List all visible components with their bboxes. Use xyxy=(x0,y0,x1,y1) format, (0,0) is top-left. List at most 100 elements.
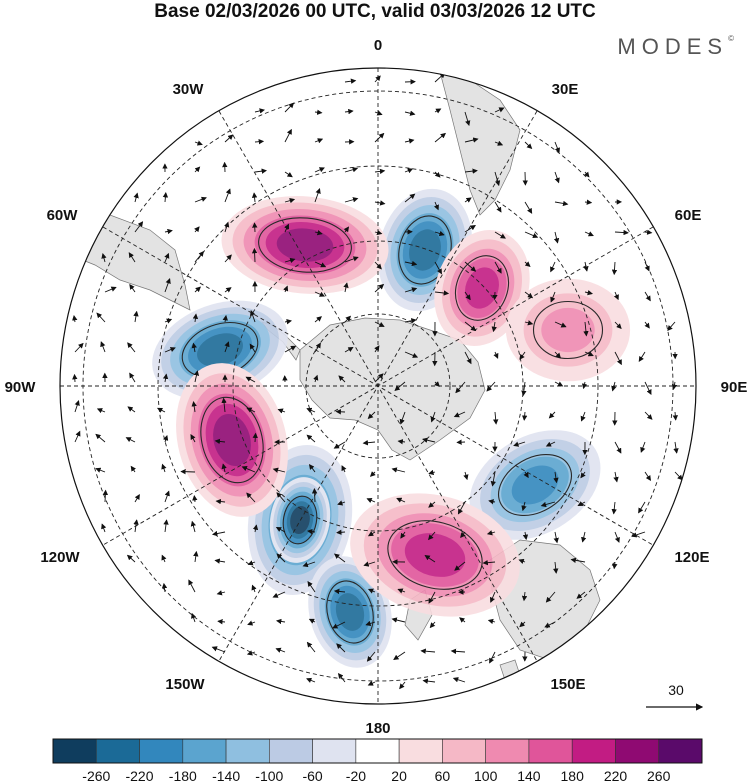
wind-vector xyxy=(366,651,376,662)
wind-vector xyxy=(284,345,297,353)
wind-vector xyxy=(521,501,527,512)
colorbar-tick-label: -260 xyxy=(82,768,110,783)
colorbar-tick-label: 60 xyxy=(435,768,451,783)
wind-vector xyxy=(494,140,504,146)
lon-label-90w: 90W xyxy=(5,379,37,396)
wind-vector xyxy=(161,554,167,563)
wind-vector xyxy=(161,582,168,593)
anomaly-low-weddell-east-level-5 xyxy=(409,229,441,271)
wind-vector xyxy=(391,467,406,473)
wind-vector xyxy=(313,374,319,383)
wind-vector xyxy=(614,351,622,366)
anomaly-high-indian-ocean-contour xyxy=(454,255,510,321)
wind-vector xyxy=(163,434,169,443)
wind-vector xyxy=(130,465,136,473)
wind-vector xyxy=(333,588,346,595)
lon-label-30e: 30E xyxy=(552,81,579,98)
anomaly-high-south-atlantic-level-5 xyxy=(276,228,334,262)
wind-vector xyxy=(308,618,316,624)
anomaly-high-tasman-sea-contour xyxy=(387,520,483,590)
wind-vector xyxy=(344,167,359,173)
wind-vector xyxy=(343,282,349,293)
wind-vector xyxy=(251,192,258,203)
wind-vector xyxy=(314,342,321,353)
wind-vector xyxy=(74,430,81,443)
wind-vector xyxy=(644,291,651,302)
wind-vector xyxy=(455,381,466,394)
wind-vector xyxy=(489,591,496,603)
wind-vector xyxy=(366,497,376,503)
wind-vector xyxy=(188,579,196,593)
wind-vector xyxy=(217,619,226,625)
wind-vector xyxy=(613,471,619,483)
wind-vector xyxy=(284,257,296,264)
wind-vector xyxy=(362,440,376,446)
wind-vector xyxy=(583,171,590,178)
wind-vector xyxy=(638,351,646,362)
colorbar-swatch xyxy=(571,738,616,764)
wind-vector xyxy=(581,381,588,390)
anomaly-low-southeast-pacific-level-5 xyxy=(197,333,243,367)
wind-vector xyxy=(72,315,78,323)
wind-vector xyxy=(550,261,556,273)
wind-vector xyxy=(611,501,617,515)
wind-vector xyxy=(194,251,204,263)
wind-vector xyxy=(190,520,196,533)
wind-vector xyxy=(246,492,256,503)
wind-vector xyxy=(333,441,346,449)
wind-vector xyxy=(544,621,556,628)
wind-vector xyxy=(374,373,384,383)
wind-vector xyxy=(400,531,406,539)
wind-vector xyxy=(246,407,256,413)
wind-vector xyxy=(640,441,646,453)
wind-vector xyxy=(365,620,376,627)
wind-vector xyxy=(191,612,197,623)
wind-vector xyxy=(644,411,653,420)
wind-vector xyxy=(583,261,589,272)
wind-vector xyxy=(276,492,286,503)
wind-vector xyxy=(336,529,346,535)
wind-vector xyxy=(524,231,539,239)
wind-vector xyxy=(491,321,497,333)
colorbar-tick-label: 180 xyxy=(561,768,585,783)
wind-vector xyxy=(429,621,436,629)
wind-vector xyxy=(164,490,170,503)
wind-vector xyxy=(584,290,593,296)
wind-vector xyxy=(194,166,201,173)
wind-vector xyxy=(343,226,350,233)
wind-vector xyxy=(494,261,502,274)
colorbar-swatch xyxy=(658,738,703,764)
wind-vector xyxy=(247,620,256,626)
wind-vector xyxy=(434,132,446,143)
wind-vector xyxy=(494,201,502,213)
anomaly-high-southern-indian-contour xyxy=(532,300,604,360)
wind-vector xyxy=(524,141,533,150)
wind-vector xyxy=(434,261,442,275)
wind-vector xyxy=(488,499,496,505)
wind-vector xyxy=(521,591,528,602)
wind-vector xyxy=(162,192,169,203)
wind-vector xyxy=(580,411,586,422)
colorbar-tick-label: -140 xyxy=(212,768,240,783)
colorbar-swatch xyxy=(442,738,486,764)
wind-vector xyxy=(404,138,415,144)
wind-vector xyxy=(489,651,496,664)
wind-vector xyxy=(284,102,295,113)
wind-vector xyxy=(428,469,436,476)
wind-vector xyxy=(614,441,622,454)
colorbar-frame xyxy=(52,738,703,764)
wind-vector xyxy=(548,411,556,419)
wind-vector xyxy=(554,141,560,154)
wind-vector xyxy=(156,407,166,413)
wind-vector xyxy=(464,168,478,174)
wind-vector xyxy=(369,471,376,477)
wind-vector xyxy=(644,321,650,329)
wind-vector xyxy=(671,381,678,390)
wind-vector xyxy=(374,132,385,143)
wind-vector xyxy=(314,109,323,115)
lon-label-150e: 150E xyxy=(550,676,585,693)
wind-vector xyxy=(129,372,136,383)
wind-vector xyxy=(374,168,386,175)
wind-vector xyxy=(224,221,230,233)
wind-vector xyxy=(245,376,256,383)
